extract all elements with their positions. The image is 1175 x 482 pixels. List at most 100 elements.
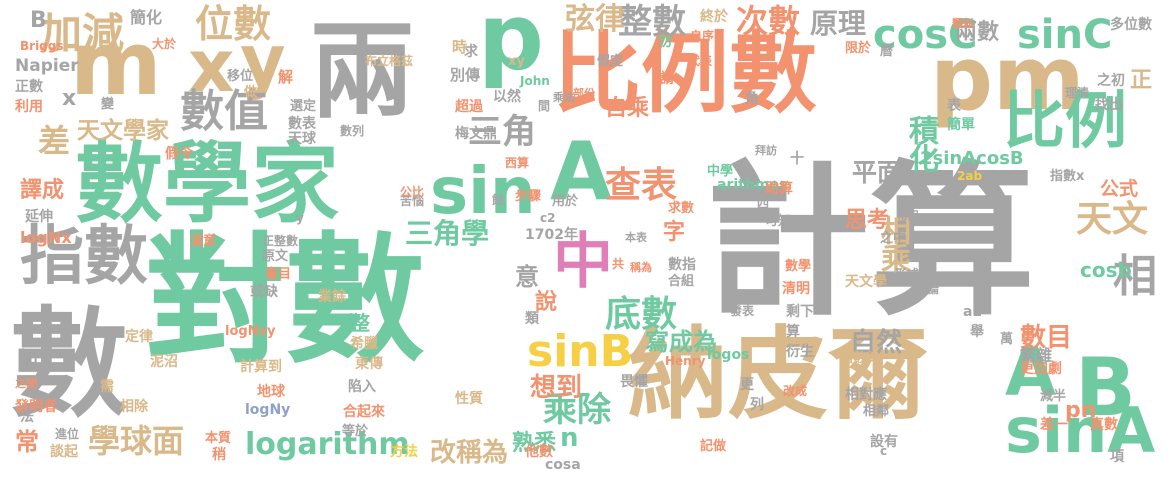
word-167: 地球 xyxy=(257,384,285,400)
word-88: 時 xyxy=(452,38,468,56)
word-56: n xyxy=(560,423,579,453)
word-95: 超過 xyxy=(455,99,483,115)
word-2: 對數 xyxy=(145,220,426,383)
word-99: 天球 xyxy=(288,131,316,147)
word-145: 表 xyxy=(947,98,961,114)
word-25: 位數 xyxy=(195,2,272,46)
word-61: 字 xyxy=(663,220,686,245)
word-82: Napier xyxy=(15,56,79,76)
word-139: 發表 xyxy=(730,304,755,318)
word-186: 談起 xyxy=(50,444,78,460)
word-41: 兩數 xyxy=(955,20,1000,45)
word-69: 類似 xyxy=(952,17,974,30)
word-24: 加減 xyxy=(40,9,125,58)
word-7: pm xyxy=(930,27,1085,130)
word-63: 說 xyxy=(535,290,558,315)
word-120: 可知 xyxy=(765,214,792,229)
word-132: 合組 xyxy=(668,274,695,289)
word-141: 算 xyxy=(786,324,800,340)
word-67: 簡化 xyxy=(130,8,163,27)
word-116: 求數 xyxy=(668,201,695,216)
word-198: 十 xyxy=(790,151,804,167)
word-171: 性質 xyxy=(455,391,483,407)
word-122: 常用 xyxy=(897,209,919,222)
word-178: 減半 xyxy=(1040,389,1067,404)
word-133: 數學 xyxy=(785,259,812,274)
word-49: 改稱為 xyxy=(430,438,509,468)
word-74: xy xyxy=(508,54,525,69)
word-160: 希臘 xyxy=(350,336,378,352)
word-38: 次數 xyxy=(736,2,801,40)
word-89: 別傳 xyxy=(450,66,481,84)
word-39: 弦律 xyxy=(565,2,625,37)
word-199: y xyxy=(296,211,304,225)
word-149: 找出 xyxy=(1095,97,1123,113)
word-146: 角 xyxy=(745,91,759,107)
word-92: 謂 xyxy=(660,71,674,87)
word-159: 整 xyxy=(350,311,370,335)
word-48: 數目 xyxy=(1020,323,1073,353)
word-78: 曆 xyxy=(880,44,894,59)
word-138: 討論 xyxy=(917,283,939,296)
word-86: 做 xyxy=(244,85,258,100)
word-13: y xyxy=(240,20,286,102)
word-195: logos xyxy=(707,347,750,363)
word-91: 以然 xyxy=(493,89,521,105)
word-180: 差一 xyxy=(1040,417,1068,433)
word-151: 舉 xyxy=(970,324,984,340)
word-156: 發明者 xyxy=(15,399,57,415)
word-4: 比例數 xyxy=(553,22,818,125)
word-164: 陷入 xyxy=(348,379,376,395)
word-11: m xyxy=(70,12,162,115)
word-155: 知 xyxy=(20,348,38,369)
word-32: 乘除 xyxy=(543,390,611,430)
word-163: 計算到 xyxy=(240,359,282,375)
word-104: 梅文鼎 xyxy=(455,126,497,142)
word-46: 平面 xyxy=(852,158,903,187)
word-65: x xyxy=(62,86,77,111)
word-108: arithmos xyxy=(717,177,788,193)
word-79: 假定 xyxy=(597,54,624,69)
word-179: 相鄰 xyxy=(863,404,890,419)
word-137: 形式 xyxy=(895,267,920,281)
word-174: 更 xyxy=(740,377,754,393)
word-184: c xyxy=(880,444,888,458)
word-71: Briggs xyxy=(20,39,64,53)
word-5: 納皮爾 xyxy=(628,316,928,433)
word-196: 指數x xyxy=(1050,169,1085,184)
word-21: sinB xyxy=(527,326,634,377)
word-135: 天文學 xyxy=(845,274,887,290)
word-54: 想到 xyxy=(530,373,583,403)
word-17: B xyxy=(1075,341,1136,434)
word-37: 積化 xyxy=(903,115,938,172)
word-152: 萬 xyxy=(1000,332,1014,347)
word-168: logNy xyxy=(245,402,291,418)
word-115: c2 xyxy=(540,211,556,225)
word-30: 學球面 xyxy=(88,422,185,460)
word-165: 需 xyxy=(100,379,114,395)
word-77: 限於 xyxy=(845,41,872,56)
word-60: 自乘 xyxy=(605,96,650,121)
word-128: 或缺 xyxy=(250,284,278,300)
word-121: 之中 xyxy=(880,231,907,246)
word-44: 天文學家 xyxy=(77,118,169,144)
word-16: 中 xyxy=(553,227,613,297)
word-53: 寫成為 xyxy=(645,328,717,356)
word-90: John xyxy=(520,74,550,88)
word-23: 相 xyxy=(1113,251,1157,302)
word-187: 本質 xyxy=(205,431,232,446)
word-157: 定律 xyxy=(125,329,153,345)
word-20: 比例 xyxy=(1003,84,1128,157)
word-93: 乘法 xyxy=(553,91,575,104)
word-10: 指數 xyxy=(20,220,148,294)
word-144: a2 xyxy=(963,304,983,320)
word-191: cosa xyxy=(545,457,581,473)
word-58: 公式 xyxy=(1100,178,1139,200)
word-12: x xyxy=(188,24,235,108)
word-111: 步驟 xyxy=(515,189,542,204)
word-127: 書目 xyxy=(265,267,292,282)
word-19: sinA xyxy=(1005,394,1156,467)
word-166: 相除 xyxy=(120,399,148,415)
word-29: 查表 xyxy=(605,165,678,206)
word-175: 列 xyxy=(750,397,764,413)
